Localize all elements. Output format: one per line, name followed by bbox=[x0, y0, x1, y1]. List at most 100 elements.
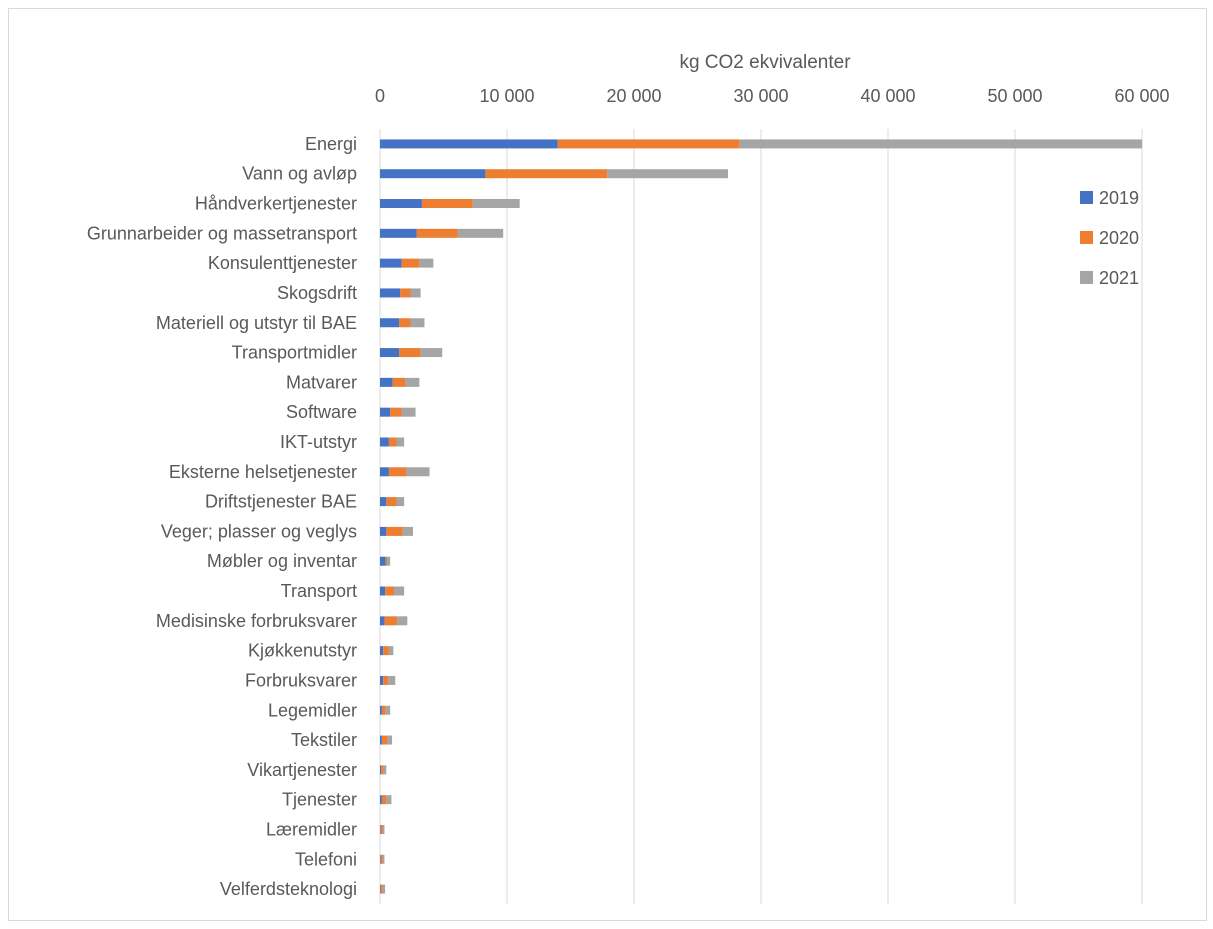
bar-2021 bbox=[410, 288, 421, 298]
bar-2019 bbox=[380, 765, 382, 775]
bar-2019 bbox=[380, 258, 402, 268]
bar-2019 bbox=[380, 139, 558, 149]
bar-2019 bbox=[380, 616, 385, 626]
bar-2021 bbox=[386, 556, 391, 566]
bar-2021 bbox=[396, 437, 405, 447]
x-tick-label: 20 000 bbox=[606, 86, 661, 106]
bar-2020 bbox=[385, 586, 394, 596]
category-label: Velferdsteknologi bbox=[220, 879, 357, 899]
bar-2020 bbox=[401, 258, 420, 268]
bar-2020 bbox=[385, 556, 387, 566]
bar-2020 bbox=[380, 824, 383, 834]
x-tick-label: 0 bbox=[375, 86, 385, 106]
x-tick-label: 10 000 bbox=[479, 86, 534, 106]
category-label: Transport bbox=[281, 581, 357, 601]
bar-2021 bbox=[388, 675, 396, 685]
bar-2020 bbox=[381, 765, 384, 775]
category-label: Møbler og inventar bbox=[207, 551, 357, 571]
bar-2020 bbox=[399, 318, 411, 328]
bar-2020 bbox=[383, 675, 389, 685]
bar-2020 bbox=[390, 407, 402, 417]
bars bbox=[380, 139, 1142, 894]
chart-svg: kg CO2 ekvivalenter 0 10 000 20 000 30 000 4… bbox=[87, 52, 1170, 904]
bar-2019 bbox=[380, 586, 386, 596]
bar-2020 bbox=[400, 288, 411, 298]
bar-2020 bbox=[384, 616, 398, 626]
bar-2020 bbox=[381, 795, 387, 805]
legend-swatch-2020 bbox=[1080, 231, 1093, 244]
bar-2019 bbox=[380, 467, 389, 477]
bar-2019 bbox=[380, 318, 400, 328]
bar-2021 bbox=[472, 199, 520, 209]
bar-2019 bbox=[380, 169, 486, 179]
legend-label: 2021 bbox=[1099, 268, 1139, 288]
x-tick-label: 50 000 bbox=[987, 86, 1042, 106]
bar-2019 bbox=[380, 675, 384, 685]
bar-2019 bbox=[380, 288, 401, 298]
bar-2019 bbox=[380, 735, 382, 745]
category-labels: Energi Vann og avløp Håndverkertjenester Gr… bbox=[87, 134, 357, 899]
bar-2020 bbox=[388, 467, 407, 477]
category-label: Grunnarbeider og massetransport bbox=[87, 223, 357, 243]
legend-label: 2019 bbox=[1099, 188, 1139, 208]
bar-2021 bbox=[410, 318, 425, 328]
bar-2020 bbox=[383, 646, 389, 656]
bar-2021 bbox=[396, 497, 405, 507]
bar-2020 bbox=[392, 377, 406, 387]
bar-2021 bbox=[382, 824, 385, 834]
bar-2019 bbox=[380, 884, 381, 894]
bar-2020 bbox=[416, 228, 458, 238]
bar-2021 bbox=[406, 467, 430, 477]
bar-2019 bbox=[380, 437, 389, 447]
bar-2019 bbox=[380, 377, 393, 387]
bar-2019 bbox=[380, 228, 417, 238]
category-label: Matvarer bbox=[286, 372, 357, 392]
category-label: Medisinske forbruksvarer bbox=[156, 611, 357, 631]
bar-2021 bbox=[382, 854, 385, 864]
bar-2019 bbox=[380, 795, 382, 805]
category-label: Driftstjenester BAE bbox=[205, 492, 357, 512]
bar-2019 bbox=[380, 497, 387, 507]
bar-2020 bbox=[386, 526, 403, 536]
category-label: Materiell og utstyr til BAE bbox=[156, 313, 357, 333]
bar-2019 bbox=[380, 556, 386, 566]
x-tick-label: 30 000 bbox=[733, 86, 788, 106]
category-label: Vikartjenester bbox=[247, 760, 357, 780]
category-label: Energi bbox=[305, 134, 357, 154]
category-label: Legemidler bbox=[268, 700, 357, 720]
category-label: IKT-utstyr bbox=[280, 432, 357, 452]
bar-2020 bbox=[485, 169, 608, 179]
bar-2020 bbox=[557, 139, 740, 149]
chart-frame: kg CO2 ekvivalenter 0 10 000 20 000 30 000 4… bbox=[8, 8, 1207, 921]
bar-2019 bbox=[380, 646, 384, 656]
category-label: Transportmidler bbox=[232, 343, 357, 363]
bar-2019 bbox=[380, 407, 391, 417]
category-label: Kjøkkenutstyr bbox=[248, 641, 357, 661]
category-label: Tjenester bbox=[282, 790, 357, 810]
bar-2019 bbox=[380, 824, 381, 834]
legend: 2019 2020 2021 bbox=[1080, 188, 1139, 288]
bar-2020 bbox=[386, 497, 397, 507]
bar-2021 bbox=[405, 377, 420, 387]
x-tick-label: 40 000 bbox=[860, 86, 915, 106]
bar-2020 bbox=[380, 884, 383, 894]
category-label: Læremidler bbox=[266, 819, 357, 839]
bar-2020 bbox=[399, 348, 421, 358]
category-label: Eksterne helsetjenester bbox=[169, 462, 357, 482]
bar-2019 bbox=[380, 705, 382, 715]
bar-2020 bbox=[381, 705, 386, 715]
category-label: Håndverkertjenester bbox=[195, 194, 357, 214]
x-axis-title: kg CO2 ekvivalenter bbox=[679, 52, 851, 73]
bar-2020 bbox=[421, 199, 473, 209]
bar-2020 bbox=[388, 437, 397, 447]
bar-2019 bbox=[380, 526, 387, 536]
bar-2019 bbox=[380, 199, 422, 209]
bar-2021 bbox=[401, 407, 416, 417]
category-label: Konsulenttjenester bbox=[208, 253, 357, 273]
category-label: Skogsdrift bbox=[277, 283, 357, 303]
bar-2021 bbox=[607, 169, 728, 179]
bar-2021 bbox=[387, 735, 393, 745]
bar-2021 bbox=[393, 586, 405, 596]
bar-2020 bbox=[380, 854, 383, 864]
category-label: Telefoni bbox=[295, 849, 357, 869]
